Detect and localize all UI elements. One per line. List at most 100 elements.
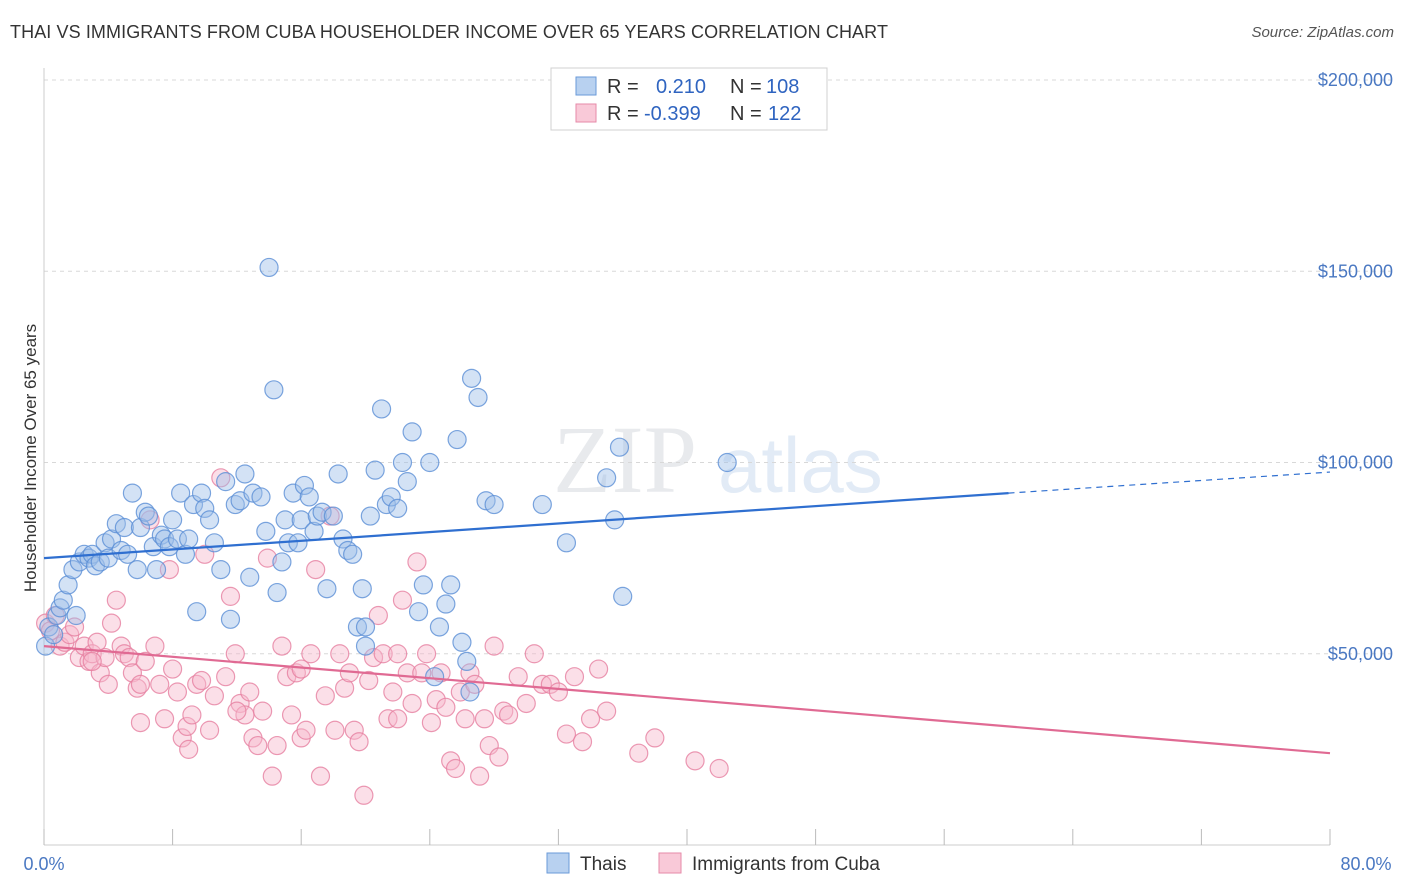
thai-point — [323, 506, 343, 526]
thai-point — [220, 609, 241, 629]
trend-lines — [43, 471, 1331, 755]
legend-swatch-cuba — [575, 103, 597, 123]
cuba-point — [402, 693, 422, 714]
x-tick-label-min: 0.0% — [23, 854, 64, 874]
x-ticks — [43, 829, 1331, 845]
thai-point — [447, 429, 467, 450]
thai-point — [251, 487, 271, 507]
cuba-point — [306, 559, 326, 580]
thai-point — [216, 472, 236, 492]
thai-point — [167, 529, 188, 549]
cuba-point — [130, 674, 151, 694]
cuba-point — [257, 548, 278, 568]
cuba-point — [216, 667, 236, 687]
thai-point — [211, 559, 231, 580]
cuba-point — [225, 644, 245, 664]
legend-swatch-thais — [575, 76, 597, 96]
bottom-legend: Thais Immigrants from Cuba — [546, 852, 880, 875]
chart-title: THAI VS IMMIGRANTS FROM CUBA HOUSEHOLDER… — [10, 22, 889, 42]
cuba-point — [421, 712, 442, 733]
thai-point — [283, 483, 303, 503]
cuba-point — [330, 644, 350, 664]
cuba-point — [240, 682, 260, 702]
cuba-point — [455, 709, 475, 729]
cuba-point — [325, 720, 345, 740]
cuba-point — [685, 751, 705, 771]
cuba-point — [248, 735, 268, 756]
thai-point — [66, 605, 86, 626]
thai-point — [425, 667, 445, 687]
thai-point — [44, 625, 64, 645]
thai-point — [408, 602, 429, 622]
cuba-point — [272, 636, 292, 656]
thai-point — [461, 368, 482, 388]
thai-point — [312, 502, 332, 522]
cuba-point — [368, 605, 388, 626]
y-tick-label: $100,000 — [1318, 453, 1393, 473]
cuba-point — [548, 682, 569, 702]
thai-point — [256, 521, 276, 541]
cuba-point — [580, 709, 601, 729]
thai-point — [420, 452, 440, 473]
thai-point — [291, 510, 311, 530]
cuba-point — [516, 693, 536, 714]
cuba-point — [172, 728, 192, 748]
x-tick-label-max: 80.0% — [1340, 854, 1391, 874]
cuba-point — [489, 747, 509, 767]
y-tick-labels: $50,000 $100,000 $150,000 $200,000 — [1318, 70, 1393, 664]
thai-point — [187, 602, 207, 622]
thai-point — [436, 594, 456, 614]
thai-point — [259, 257, 279, 278]
thai-point — [484, 494, 504, 515]
thai-point — [288, 533, 308, 553]
cuba-point — [179, 739, 199, 759]
thai-point — [402, 422, 422, 442]
thai-point — [343, 544, 363, 564]
cuba-point — [177, 716, 197, 737]
thai-point — [179, 529, 199, 549]
cuba-point — [508, 667, 528, 687]
thai-point — [355, 636, 376, 656]
cuba-point — [253, 701, 273, 721]
thai-point — [532, 494, 552, 515]
cuba-point — [163, 659, 183, 679]
cuba-point — [130, 712, 151, 733]
cuba-point — [383, 682, 403, 702]
cuba-point — [445, 758, 466, 779]
cuba-point — [199, 720, 220, 740]
thai-point — [294, 475, 315, 496]
thai-point — [457, 651, 477, 672]
cuba-point — [281, 705, 302, 725]
thai-point — [204, 533, 224, 553]
thai-point — [272, 552, 292, 572]
thai-point — [468, 387, 488, 408]
source-label: Source: ZipAtlas.com — [1251, 24, 1394, 41]
thai-point — [355, 617, 376, 637]
thai-point — [171, 483, 191, 503]
cuba-point — [82, 651, 102, 672]
bottom-legend-label-cuba: Immigrants from Cuba — [692, 854, 880, 875]
thai-point — [381, 487, 401, 507]
cuba-point — [310, 766, 331, 786]
legend-r-value: 0.210 — [656, 76, 706, 98]
cuba-point — [629, 743, 649, 763]
cuba-point — [556, 724, 577, 744]
watermark: ZIP atlas — [553, 406, 883, 513]
watermark-atlas: atlas — [718, 421, 883, 509]
cuba-point — [344, 720, 364, 740]
cuba-point — [572, 732, 593, 752]
cuba-trend-line — [43, 645, 1331, 755]
thai-point — [360, 506, 380, 526]
cuba-point — [95, 647, 115, 668]
legend-box — [550, 67, 828, 131]
cuba-point — [474, 709, 495, 729]
thai-point — [352, 579, 372, 599]
cuba-point — [167, 682, 188, 702]
thai-point — [138, 506, 159, 526]
thai-point — [275, 510, 295, 530]
cuba-point — [122, 663, 143, 683]
bottom-legend-swatch-thais — [546, 852, 570, 874]
legend-n-label: N = — [730, 76, 762, 98]
thai-point — [328, 464, 348, 484]
y-tick-label: $200,000 — [1318, 70, 1393, 90]
